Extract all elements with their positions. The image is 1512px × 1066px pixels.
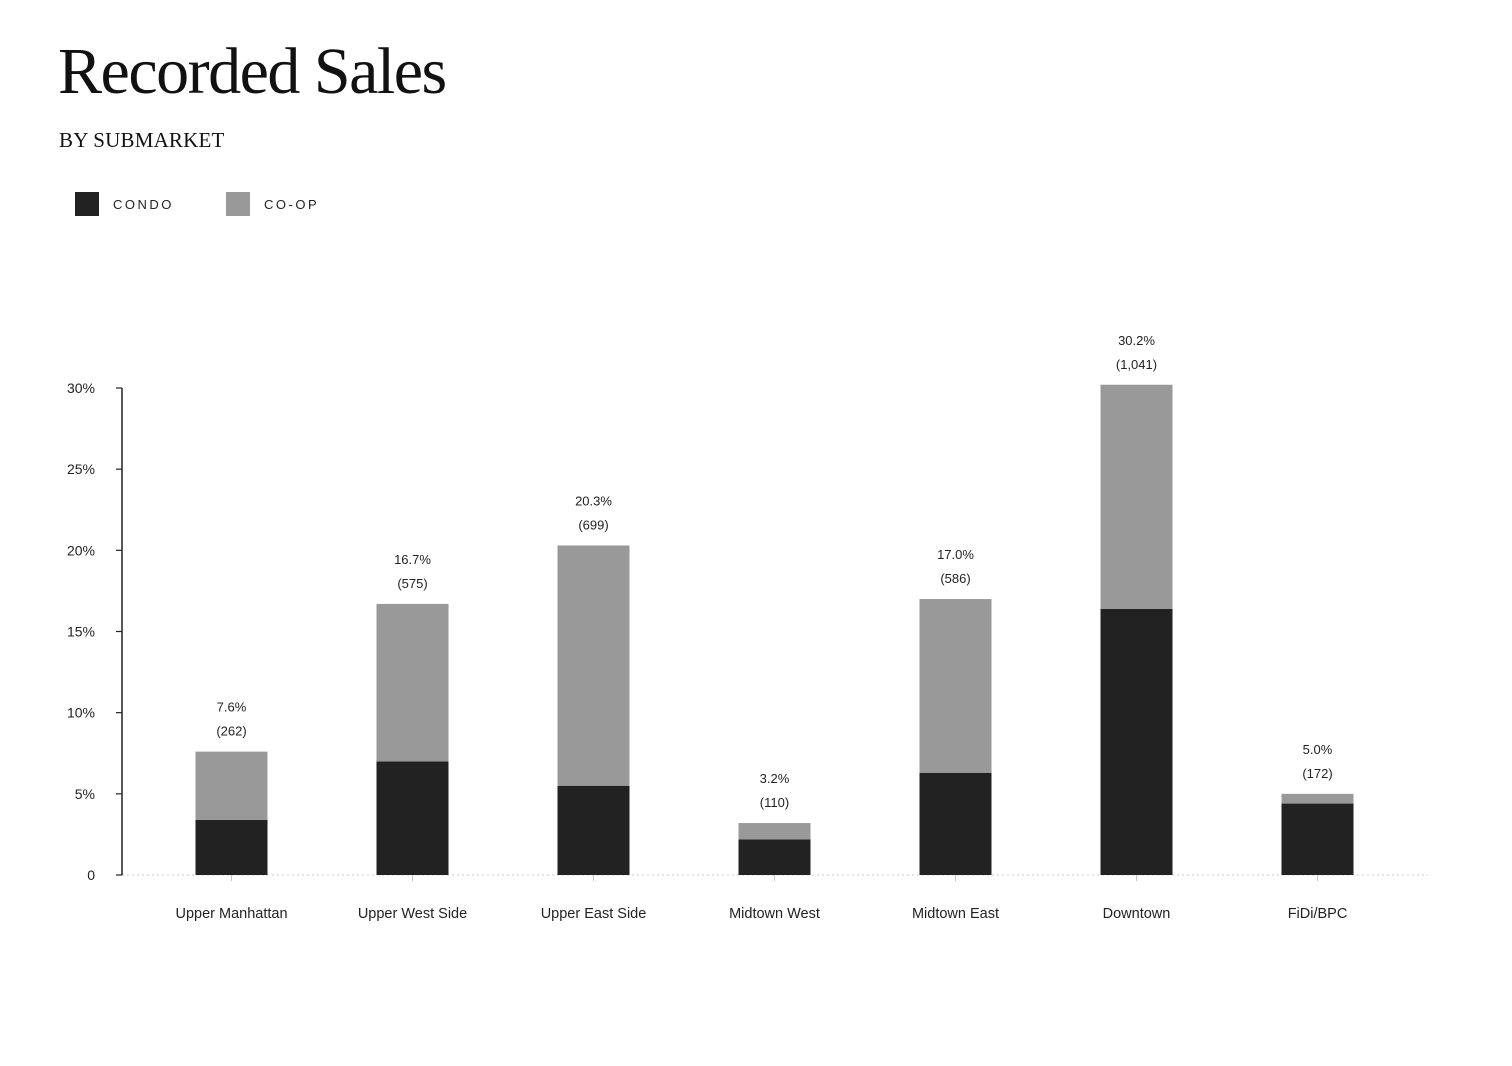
bar-total-label: 16.7% <box>394 552 431 567</box>
bar-coop <box>1281 793 1354 804</box>
y-tick-label: 30% <box>67 380 95 396</box>
bar-total-label: 30.2% <box>1118 333 1155 348</box>
y-tick-label: 5% <box>75 786 95 802</box>
chart-title: Recorded Sales <box>58 35 447 108</box>
bar-count-label: (586) <box>940 571 970 586</box>
bar-count-label: (172) <box>1302 766 1332 781</box>
x-tick-label: Downtown <box>1103 906 1171 922</box>
bar-condo <box>376 761 449 875</box>
bar-coop <box>195 751 268 820</box>
x-tick-label: Midtown East <box>912 906 999 922</box>
bar-total-label: 7.6% <box>217 700 247 715</box>
bar-coop <box>738 823 811 840</box>
bar-count-label: (699) <box>578 517 608 532</box>
bar-condo <box>919 772 992 875</box>
bar-total-label: 5.0% <box>1303 742 1333 757</box>
bar-condo <box>1100 608 1173 875</box>
bar-condo <box>557 785 630 875</box>
bar-condo <box>738 839 811 875</box>
legend-label-condo: CONDO <box>113 196 174 212</box>
bar-coop <box>1100 384 1173 609</box>
bar-total-label: 3.2% <box>760 771 790 786</box>
y-tick-label: 15% <box>67 624 95 640</box>
legend-label-coop: CO-OP <box>264 196 320 212</box>
legend-swatch-coop <box>226 192 250 216</box>
bar-total-label: 17.0% <box>937 547 974 562</box>
x-tick-label: Upper West Side <box>358 906 467 922</box>
x-tick-label: Midtown West <box>729 906 820 922</box>
bar-count-label: (110) <box>760 795 789 810</box>
y-tick-label: 25% <box>67 461 95 477</box>
bar-condo <box>1281 803 1354 875</box>
legend-item-condo: CONDO <box>75 192 174 216</box>
chart-subtitle: BY SUBMARKET <box>59 128 225 152</box>
bar-total-label: 20.3% <box>575 493 612 508</box>
y-tick-label: 0 <box>87 867 95 883</box>
bar-coop <box>557 545 630 786</box>
x-tick-label: FiDi/BPC <box>1288 906 1348 922</box>
y-tick-label: 10% <box>67 705 95 721</box>
x-tick-label: Upper Manhattan <box>175 906 287 922</box>
legend-item-coop: CO-OP <box>226 192 319 216</box>
bar-coop <box>376 603 449 762</box>
bar-count-label: (262) <box>216 724 246 739</box>
bar-condo <box>195 819 268 875</box>
y-tick-label: 20% <box>67 542 95 558</box>
legend-swatch-condo <box>75 192 99 216</box>
bar-coop <box>919 599 992 773</box>
x-tick-label: Upper East Side <box>541 906 647 922</box>
bar-count-label: (1,041) <box>1116 357 1157 372</box>
bar-count-label: (575) <box>397 576 427 591</box>
